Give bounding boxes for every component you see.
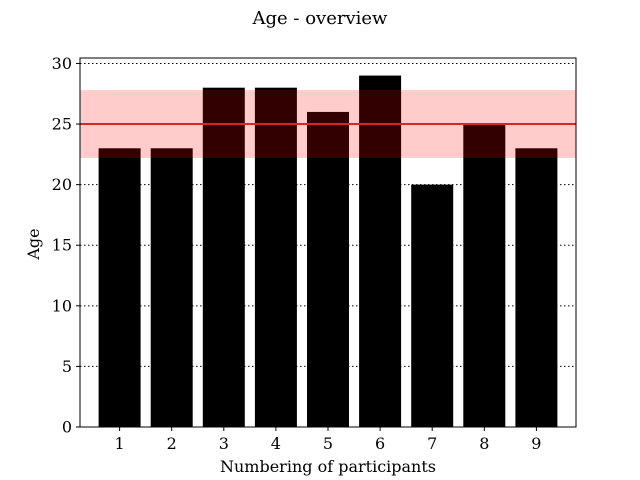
x-tick-label-5: 5 (323, 434, 333, 453)
y-tick-label-25: 25 (52, 115, 72, 134)
x-tick-label-1: 1 (115, 434, 125, 453)
bar-5 (307, 111, 349, 427)
x-tick-label-6: 6 (375, 434, 385, 453)
x-tick-label-3: 3 (219, 434, 229, 453)
x-tick-label-4: 4 (271, 434, 281, 453)
x-tick-label-2: 2 (167, 434, 177, 453)
bar-8 (463, 124, 506, 427)
bar-4 (254, 87, 297, 428)
bar-9 (515, 148, 558, 427)
y-tick-label-10: 10 (52, 296, 72, 315)
x-tick-label-8: 8 (479, 434, 489, 453)
overlays (80, 90, 576, 158)
x-tick-label-9: 9 (531, 434, 541, 453)
y-tick-label-30: 30 (52, 54, 72, 73)
bar-6 (359, 75, 402, 428)
y-tick-label-0: 0 (62, 418, 72, 437)
bar-7 (411, 184, 454, 427)
y-tick-label-20: 20 (52, 175, 72, 194)
chart-title: Age - overview (252, 8, 389, 29)
bar-1 (98, 148, 141, 427)
x-axis-label: Numbering of participants (220, 457, 436, 476)
y-axis-label: Age (24, 228, 43, 260)
bar-3 (202, 87, 245, 428)
y-tick-label-15: 15 (52, 236, 72, 255)
x-tick-label-7: 7 (427, 434, 437, 453)
bar-2 (150, 148, 193, 427)
bars (98, 75, 558, 428)
axes: 0 5 10 15 20 25 30 1 2 3 4 5 6 7 8 9 (52, 54, 577, 453)
y-tick-label-5: 5 (62, 357, 72, 376)
